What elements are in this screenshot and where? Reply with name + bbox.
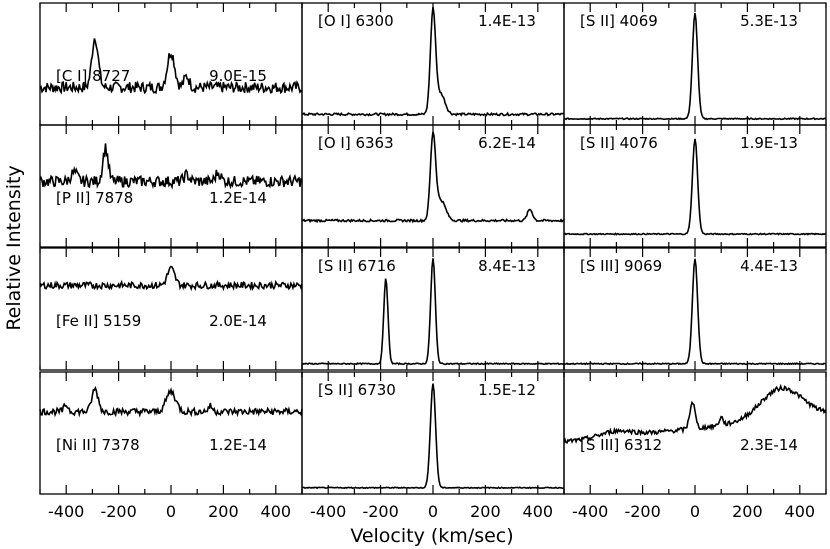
emission-line-label: [O I] 6363 <box>318 134 394 152</box>
flux-label: 8.4E-13 <box>478 257 536 275</box>
spectrum-line <box>301 131 565 224</box>
flux-label: 1.9E-13 <box>740 134 798 152</box>
spectrum-panel: [O I] 6363 6.2E-14 <box>301 124 565 248</box>
spectrum-panel: [S II] 6730 1.5E-12 <box>301 371 565 495</box>
emission-line-label: [O I] 6300 <box>318 12 394 30</box>
y-axis-label: Relative Intensity <box>3 165 25 330</box>
spectrum-panel: [S III] 9069 4.4E-13 <box>563 247 827 371</box>
flux-label: 2.3E-14 <box>740 436 798 454</box>
x-tick-label: 0 <box>690 502 700 521</box>
flux-label: 6.2E-14 <box>478 134 536 152</box>
spectrum-line <box>39 143 303 190</box>
x-tick-label: 200 <box>208 502 239 521</box>
x-tick-label: -400 <box>572 502 608 521</box>
flux-label: 2.0E-14 <box>209 312 267 330</box>
x-tick-label: 400 <box>261 502 292 521</box>
emission-line-label: [S II] 4069 <box>580 12 658 30</box>
emission-line-label: [Fe II] 5159 <box>56 312 141 330</box>
spectrum-line <box>301 6 565 117</box>
x-tick-label: -200 <box>624 502 660 521</box>
emission-line-label: [S II] 6716 <box>318 257 396 275</box>
spectrum-line <box>39 265 303 292</box>
spectrum-line <box>39 385 303 418</box>
spectrum-panel: [S II] 4076 1.9E-13 <box>563 124 827 248</box>
spectrum-line <box>563 12 827 121</box>
flux-label: 1.2E-14 <box>209 436 267 454</box>
x-tick-label: 0 <box>428 502 438 521</box>
flux-label: 4.4E-13 <box>740 257 798 275</box>
spectrum-panel: [S III] 6312 2.3E-14 <box>563 371 827 495</box>
x-tick-label: 400 <box>523 502 554 521</box>
flux-label: 5.3E-13 <box>740 12 798 30</box>
flux-label: 1.4E-13 <box>478 12 536 30</box>
x-axis-label: Velocity (km/sec) <box>350 525 513 547</box>
flux-label: 1.2E-14 <box>209 189 267 207</box>
panel-grid: [C I] 8727 9.0E-15 [O I] 6300 1.4E-13 [S II]… <box>39 2 827 495</box>
emission-line-label: [S III] 9069 <box>580 257 662 275</box>
x-tick-labels: -400 -200 0 200 400 -400 -200 0 200 400 -400 -200 0 2… <box>48 502 815 521</box>
x-tick-label: -400 <box>48 502 84 521</box>
flux-label: 9.0E-15 <box>209 67 267 85</box>
emission-line-label: [S III] 6312 <box>580 436 662 454</box>
spectrum-line <box>39 38 303 95</box>
spectrum-panel: [O I] 6300 1.4E-13 <box>301 2 565 126</box>
x-tick-label: -200 <box>362 502 398 521</box>
spectrum-panel: [P II] 7878 1.2E-14 <box>39 124 303 248</box>
emission-line-label: [Ni II] 7378 <box>56 436 140 454</box>
panel-frame <box>39 2 303 126</box>
emission-line-label: [P II] 7878 <box>56 189 133 207</box>
spectrum-line <box>301 258 565 366</box>
emission-line-label: [S II] 6730 <box>318 381 396 399</box>
spectrum-panel: [Ni II] 7378 1.2E-14 <box>39 371 303 495</box>
spectrum-panel: [Fe II] 5159 2.0E-14 <box>39 247 303 371</box>
spectrum-panel: [C I] 8727 9.0E-15 <box>39 2 303 126</box>
emission-line-label: [S II] 4076 <box>580 134 658 152</box>
x-tick-label: -200 <box>100 502 136 521</box>
emission-line-label: [C I] 8727 <box>56 67 130 85</box>
x-tick-label: 400 <box>785 502 816 521</box>
spectrum-panel: [S II] 4069 5.3E-13 <box>563 2 827 126</box>
spectrum-panel: [S II] 6716 8.4E-13 <box>301 247 565 371</box>
spectrum-line <box>563 383 827 444</box>
spectrum-line <box>301 383 565 490</box>
spectrum-line <box>563 138 827 236</box>
spectrum-line <box>563 258 827 366</box>
flux-label: 1.5E-12 <box>478 381 536 399</box>
x-tick-label: 200 <box>732 502 763 521</box>
x-tick-label: 200 <box>470 502 501 521</box>
x-tick-label: 0 <box>166 502 176 521</box>
x-tick-label: -400 <box>310 502 346 521</box>
